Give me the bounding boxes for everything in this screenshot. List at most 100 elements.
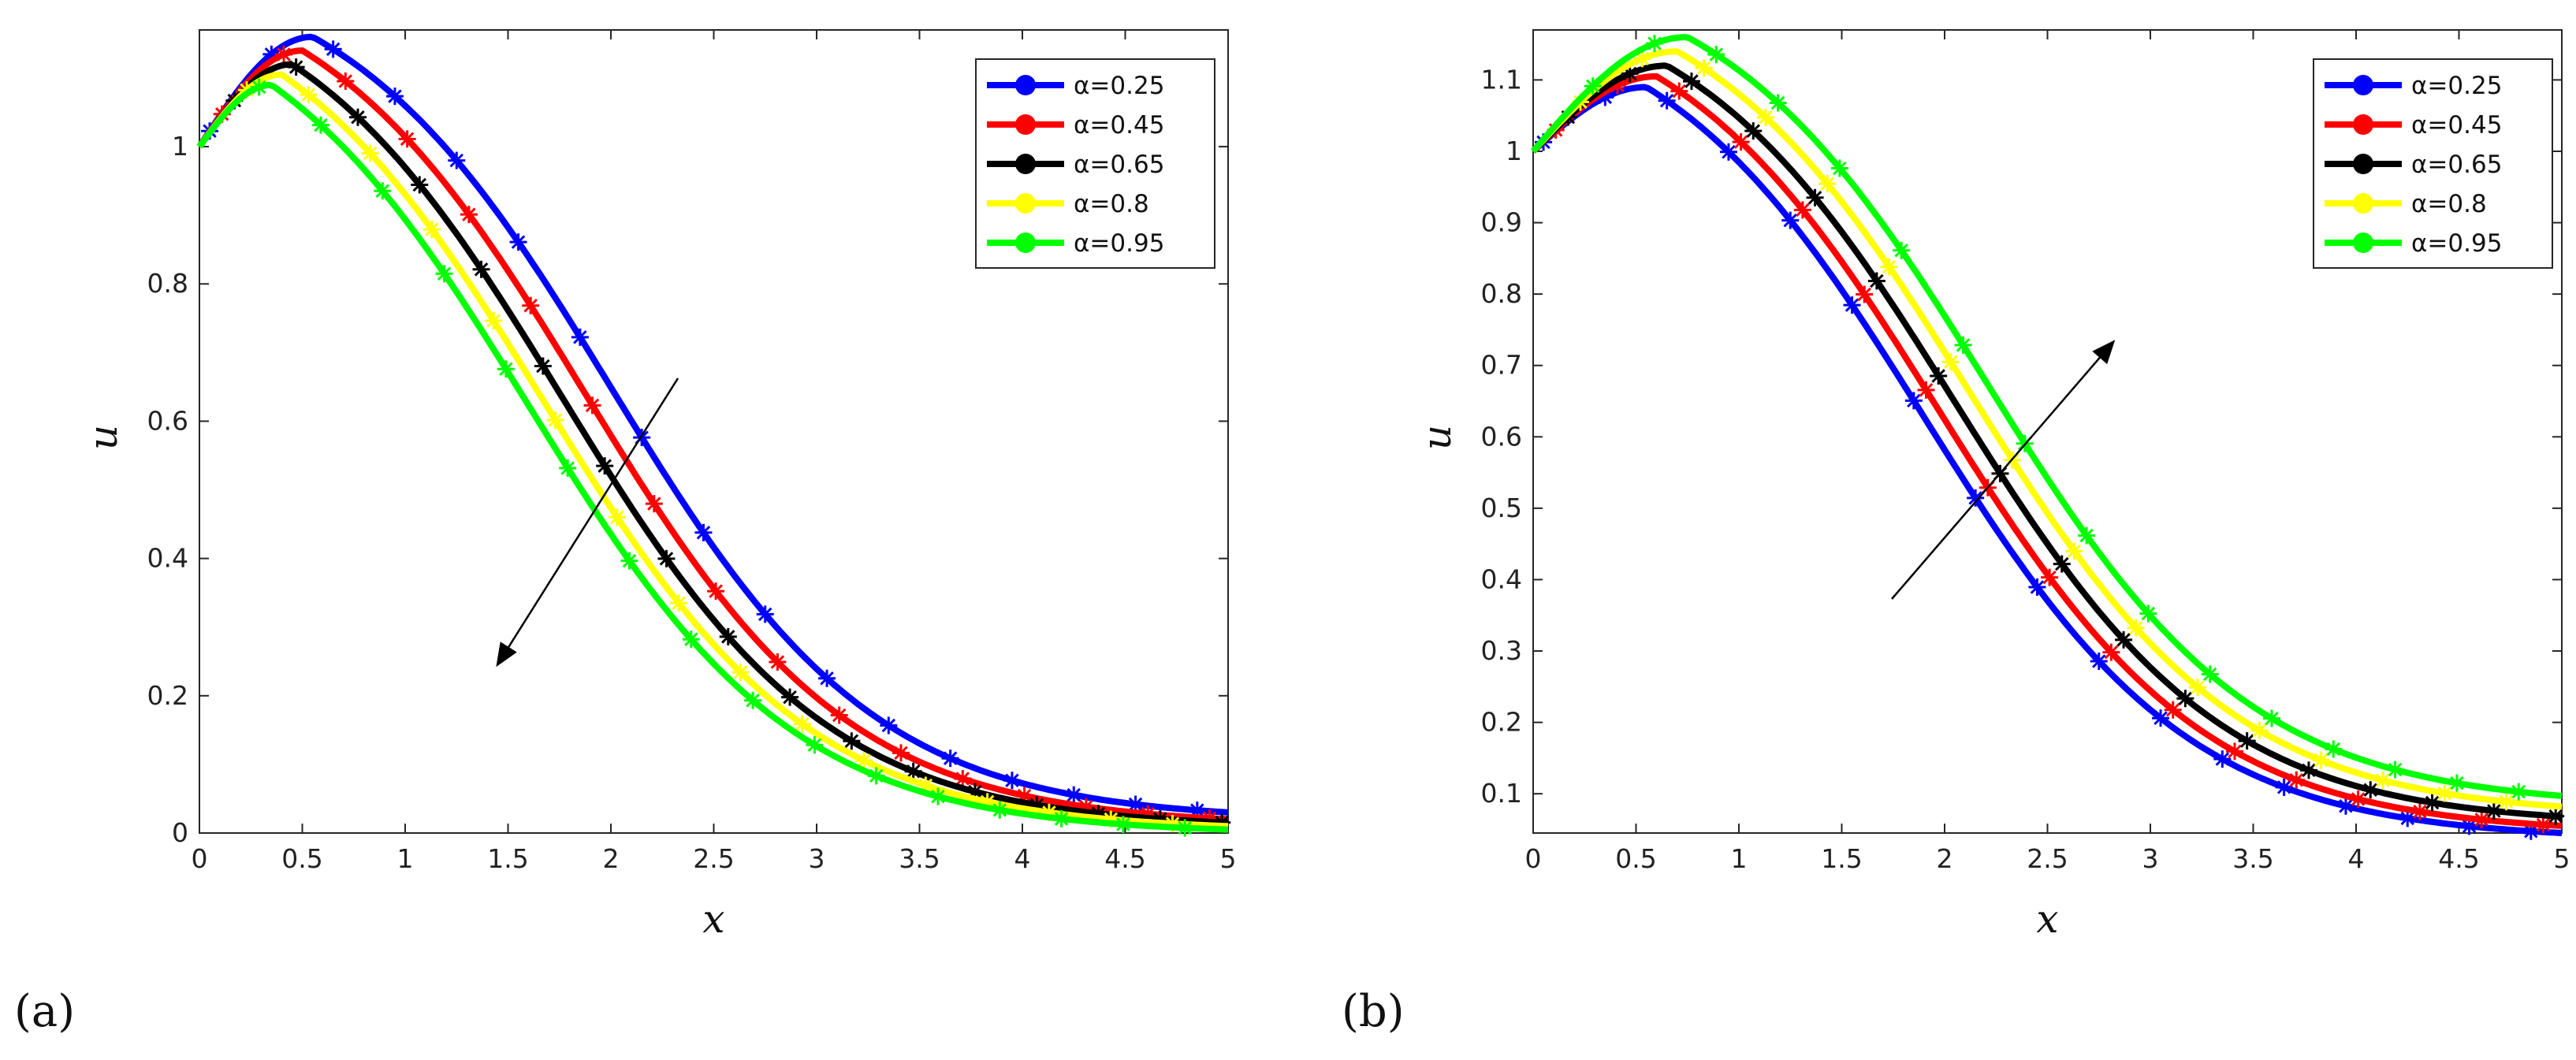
x-tick-label: 3 xyxy=(809,843,825,874)
y-tick-label: 0.4 xyxy=(1481,563,1522,594)
data-point xyxy=(361,144,379,162)
y-tick-label: 0.2 xyxy=(1481,707,1522,738)
data-point xyxy=(275,45,293,63)
legend-label: α=0.8 xyxy=(2411,190,2487,218)
x-tick-label: 5 xyxy=(2554,843,2570,874)
data-point xyxy=(1682,73,1700,91)
data-point xyxy=(2250,721,2269,739)
data-point xyxy=(867,767,885,785)
data-point xyxy=(620,552,638,570)
x-tick-label: 2.5 xyxy=(2027,843,2068,874)
data-point xyxy=(1584,77,1602,95)
data-point xyxy=(2078,526,2096,545)
data-point xyxy=(744,691,762,709)
legend-marker xyxy=(2353,193,2373,214)
data-point xyxy=(1843,296,1861,314)
x-tick-label: 0 xyxy=(192,843,208,874)
data-point xyxy=(1917,381,1935,399)
data-point xyxy=(1893,241,1911,259)
data-point xyxy=(2176,690,2194,708)
legend-label: α=0.25 xyxy=(1074,72,1164,100)
data-point xyxy=(287,58,305,76)
y-tick-label: 0.2 xyxy=(147,680,188,711)
data-point xyxy=(2336,797,2355,815)
data-point xyxy=(2473,810,2491,828)
x-tick-label: 3.5 xyxy=(899,843,940,874)
data-point xyxy=(731,663,750,681)
data-point xyxy=(460,206,478,224)
data-point xyxy=(1695,59,1713,77)
data-point xyxy=(300,86,318,104)
x-tick-label: 0.5 xyxy=(281,843,322,874)
data-point xyxy=(1732,133,1750,151)
series-line xyxy=(1530,34,2563,799)
data-point xyxy=(806,736,824,754)
x-tick-label: 4.5 xyxy=(1104,843,1145,874)
legend-label: α=0.65 xyxy=(2411,151,2502,179)
x-axis-label: x xyxy=(2036,896,2058,942)
data-point xyxy=(2436,784,2454,802)
data-point xyxy=(707,582,725,601)
data-point xyxy=(423,221,441,239)
legend-marker xyxy=(1015,154,1036,174)
data-point xyxy=(2102,643,2120,661)
x-tick-label: 1 xyxy=(1731,843,1748,874)
data-point xyxy=(337,72,355,90)
data-point xyxy=(411,176,429,194)
data-point xyxy=(448,151,466,169)
data-point xyxy=(2312,751,2330,769)
x-tick-label: 2.5 xyxy=(693,843,734,874)
x-tick-label: 4 xyxy=(1014,843,1031,874)
y-tick-label: 0.5 xyxy=(1481,493,1522,523)
legend-box xyxy=(975,58,1215,269)
data-point xyxy=(793,715,811,733)
legend-label: α=0.65 xyxy=(1074,151,1164,179)
x-tick-label: 0 xyxy=(1525,843,1542,874)
data-point xyxy=(941,749,959,768)
data-point xyxy=(2189,679,2207,697)
data-point xyxy=(1003,772,1021,790)
panel-label-a: (a) xyxy=(14,986,75,1037)
legend: α=0.25 α=0.45 α=0.65 α=0.8 α=0.95 xyxy=(975,58,1215,269)
x-axis-label: x xyxy=(702,896,724,942)
data-point xyxy=(2497,793,2515,811)
data-point xyxy=(781,688,799,706)
data-point xyxy=(2510,783,2528,801)
data-point xyxy=(374,182,392,200)
data-point xyxy=(1719,143,1737,161)
data-point xyxy=(670,594,688,612)
trend-arrow xyxy=(1891,340,2116,600)
data-point xyxy=(1114,816,1132,834)
legend-marker xyxy=(1015,193,1036,214)
data-point xyxy=(385,87,404,106)
data-point xyxy=(2053,555,2071,573)
chart-panel-a: 0 0.5 1 1.5 2 2.5 3 3.5 4 4.5 5 0 0.2 0.4 0.6 0.8 1 x u α=0… xyxy=(80,29,1237,942)
x-tick-label: 1 xyxy=(397,843,414,874)
data-point xyxy=(534,357,552,375)
y-tick-label: 1 xyxy=(172,131,188,162)
data-point xyxy=(2065,542,2083,560)
data-point xyxy=(1954,336,1972,354)
data-point xyxy=(719,627,737,645)
data-point xyxy=(645,495,663,513)
data-point xyxy=(485,311,503,329)
data-point xyxy=(2152,709,2170,727)
data-point xyxy=(2485,802,2503,820)
data-point xyxy=(250,78,268,96)
data-point xyxy=(2325,740,2343,758)
y-tick-label: 0.7 xyxy=(1481,350,1522,381)
data-point xyxy=(954,769,972,787)
data-point xyxy=(2262,709,2280,727)
y-tick-label: 0.6 xyxy=(1481,421,1522,452)
series-line xyxy=(196,61,1229,826)
data-point xyxy=(546,411,564,429)
y-tick-label: 1.1 xyxy=(1481,64,1522,95)
data-point xyxy=(1744,122,1763,140)
y-tick-label: 0.1 xyxy=(1481,778,1522,809)
data-point xyxy=(843,732,861,750)
data-point xyxy=(1867,272,1885,290)
data-point xyxy=(2041,568,2059,586)
legend: α=0.25 α=0.45 α=0.65 α=0.8 α=0.95 xyxy=(2313,58,2553,269)
data-point xyxy=(880,716,898,735)
